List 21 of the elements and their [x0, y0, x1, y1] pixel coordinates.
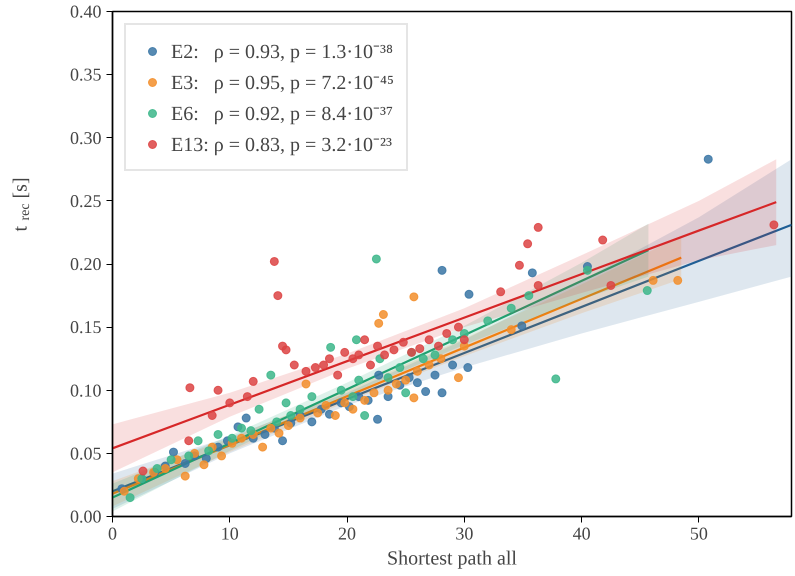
x-tick-label: 10 [220, 524, 239, 544]
legend-label: E13: ρ = 0.83, p = 3.2·10⁻²³ [171, 133, 392, 157]
y-tick-label: 0.00 [70, 506, 102, 526]
legend-label: E3: ρ = 0.95, p = 7.2·10⁻⁴⁵ [171, 71, 394, 95]
x-tick-label: 40 [572, 524, 591, 544]
y-tick-label: 0.25 [70, 190, 102, 211]
y-tick-label: 0.35 [70, 64, 102, 85]
y-tick-label: 0.40 [70, 2, 102, 22]
y-tick-label: 0.10 [70, 380, 102, 400]
y-tick-label: 0.20 [70, 254, 102, 274]
x-axis-title: Shortest path all [387, 548, 518, 570]
x-tick-label: 50 [690, 524, 708, 544]
x-tick-label: 30 [455, 524, 474, 544]
y-tick-label: 0.15 [70, 317, 102, 338]
x-tick-label: 0 [108, 524, 117, 544]
y-axis-title: trec[s] [10, 177, 33, 232]
legend-label: E2: ρ = 0.93, p = 1.3·10⁻³⁸ [171, 40, 393, 64]
x-tick-label: 20 [338, 524, 356, 544]
legend-label: E6: ρ = 0.92, p = 8.4·10⁻³⁷ [171, 102, 393, 126]
y-tick-label: 0.05 [70, 443, 102, 464]
y-tick-label: 0.30 [70, 128, 102, 148]
